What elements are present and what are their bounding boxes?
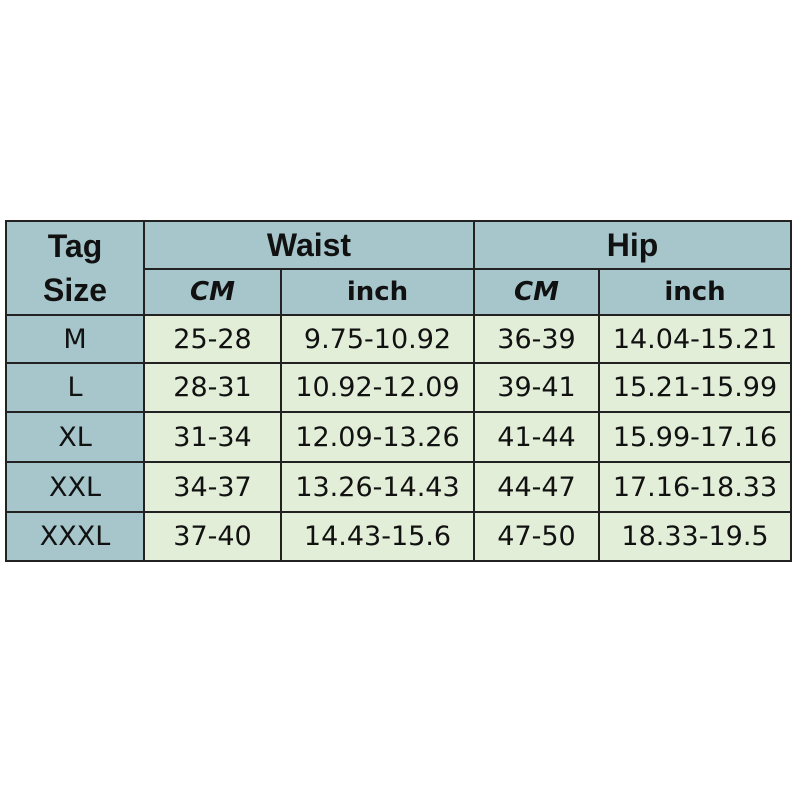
table-row: L 28-31 10.92-12.09 39-41 15.21-15.99: [5, 362, 793, 413]
waist-inch-cell: 10.92-12.09: [280, 362, 475, 413]
size-cell: M: [5, 314, 145, 364]
hip-inch-cell: 18.33-19.5: [597, 511, 793, 562]
table-row: XXL 34-37 13.26-14.43 44-47 17.16-18.33: [5, 461, 793, 513]
size-label: Size: [42, 272, 108, 308]
waist-cm-cell: 37-40: [143, 511, 282, 562]
size-cell: XXXL: [5, 511, 145, 562]
hip-header: Hip: [472, 220, 793, 270]
header-row-groups: Tag Size Waist Hip: [5, 220, 793, 316]
waist-cm-cell: 28-31: [143, 362, 282, 413]
waist-cm-cell: 34-37: [143, 461, 282, 513]
hip-inch-cell: 15.21-15.99: [597, 362, 793, 413]
size-cell: XL: [5, 411, 145, 463]
waist-cm-cell: 25-28: [143, 314, 282, 364]
hip-inch-cell: 17.16-18.33: [597, 461, 793, 513]
hip-inch-header: inch: [597, 268, 793, 316]
hip-cm-cell: 36-39: [473, 314, 600, 364]
waist-header: Waist: [143, 220, 475, 270]
size-chart-table: Tag Size Waist Hip CM inch CM inch M 25-…: [5, 220, 793, 562]
waist-inch-cell: 9.75-10.92: [280, 314, 475, 364]
waist-cm-header: CM: [143, 268, 282, 316]
waist-cm-cell: 31-34: [143, 411, 282, 463]
waist-inch-cell: 13.26-14.43: [280, 461, 475, 513]
header-row-units: CM inch CM inch: [6, 268, 793, 316]
hip-inch-cell: 15.99-17.16: [597, 411, 793, 463]
table-row: XXXL 37-40 14.43-15.6 47-50 18.33-19.5: [5, 511, 793, 562]
waist-inch-cell: 12.09-13.26: [280, 411, 475, 463]
hip-cm-header: CM: [473, 268, 600, 316]
size-cell: L: [5, 362, 145, 413]
table-row: XL 31-34 12.09-13.26 41-44 15.99-17.16: [5, 411, 793, 463]
waist-inch-header: inch: [280, 268, 475, 316]
hip-inch-cell: 14.04-15.21: [597, 314, 793, 364]
hip-cm-cell: 41-44: [473, 411, 600, 463]
size-cell: XXL: [5, 461, 145, 513]
tag-size-header: Tag Size: [5, 220, 145, 316]
waist-inch-cell: 14.43-15.6: [280, 511, 475, 562]
table-row: M 25-28 9.75-10.92 36-39 14.04-15.21: [5, 314, 793, 364]
hip-cm-cell: 47-50: [473, 511, 600, 562]
hip-cm-cell: 39-41: [473, 362, 600, 413]
hip-cm-cell: 44-47: [473, 461, 600, 513]
tag-label: Tag: [47, 228, 103, 264]
